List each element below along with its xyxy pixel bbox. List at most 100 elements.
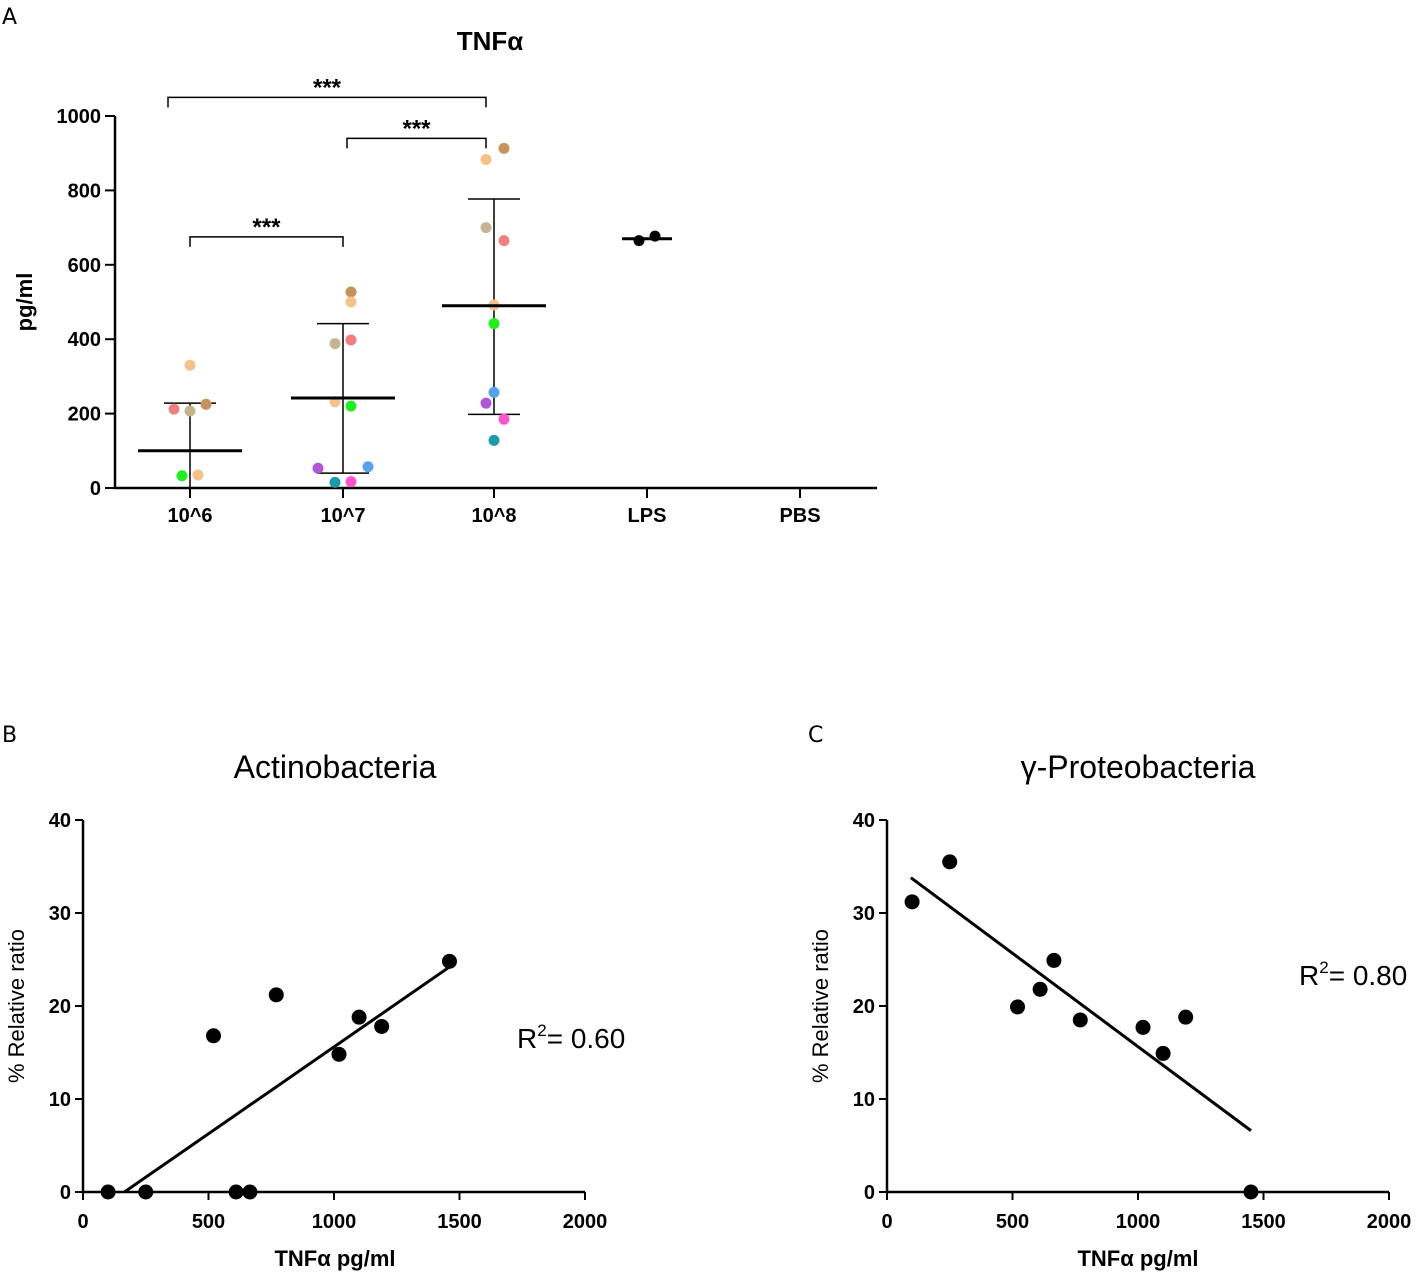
- chart-a-point: [168, 403, 180, 415]
- chart-a-point: [362, 461, 374, 473]
- chart-a-point: [488, 318, 500, 330]
- chart-a-point: [192, 469, 204, 481]
- chart-a-point: [184, 405, 196, 417]
- chart-a-significance-label: ***: [402, 115, 431, 142]
- chart-a-marks: [138, 142, 672, 489]
- chart-b-x-tick-label: 500: [192, 1211, 225, 1233]
- chart-a-y-tick-label: 200: [68, 404, 101, 426]
- chart-b-fit-line: [123, 965, 451, 1194]
- chart-c-point: [1010, 999, 1026, 1015]
- chart-c-x-tick-label: 2000: [1367, 1211, 1412, 1233]
- chart-a-y-tick-label: 0: [90, 478, 101, 500]
- chart-b-r2-value: = 0.60: [547, 1023, 626, 1054]
- chart-a-x-tick-label: LPS: [628, 505, 667, 527]
- chart-c-point: [904, 894, 920, 910]
- chart-b-point: [242, 1184, 258, 1200]
- chart-a-point: [480, 154, 492, 166]
- chart-b-point: [441, 953, 457, 969]
- chart-a-y-label: pg/ml: [12, 273, 37, 332]
- chart-c-r2-label: R: [1299, 960, 1319, 991]
- chart-c-axes: 0 10 20 30 40 0 500 1000 1500 2000: [853, 810, 1412, 1233]
- chart-a-point: [329, 476, 341, 488]
- chart-b-marks: [100, 953, 457, 1200]
- panel-letter-a: A: [2, 5, 17, 30]
- chart-c-point: [1155, 1045, 1171, 1061]
- chart-a-y-tick-label: 400: [68, 329, 101, 351]
- chart-b-point: [100, 1184, 116, 1200]
- chart-c-y-tick-label: 10: [853, 1089, 875, 1111]
- chart-a-title: TNFα: [457, 26, 524, 56]
- chart-c-point: [1072, 1012, 1088, 1028]
- chart-c-title: γ-Proteobacteria: [1021, 749, 1256, 785]
- chart-a-point: [184, 359, 196, 371]
- chart-c-y-tick-label: 0: [864, 1182, 875, 1204]
- chart-b-r2: R2= 0.60: [517, 1021, 625, 1054]
- chart-a-y-tick-label: 1000: [57, 106, 102, 128]
- chart-c-x-tick-label: 0: [881, 1211, 892, 1233]
- chart-a-point: [345, 286, 357, 298]
- chart-a-x-tick-label: 10^8: [471, 505, 516, 527]
- chart-a-significance-bracket: [167, 96, 487, 108]
- chart-a-point: [488, 434, 500, 446]
- chart-c-scatter: γ-Proteobacteria TNFα pg/ml % Relative r…: [808, 749, 1411, 1271]
- chart-c-y-tick-label: 40: [853, 810, 875, 832]
- chart-a-point: [312, 462, 324, 474]
- chart-b-r2-sup: 2: [537, 1021, 546, 1040]
- chart-c-r2-value: = 0.80: [1329, 960, 1408, 991]
- chart-b-title: Actinobacteria: [234, 749, 437, 785]
- chart-b-point: [206, 1028, 222, 1044]
- chart-c-y-tick-label: 30: [853, 903, 875, 925]
- chart-b-y-tick-label: 40: [49, 810, 71, 832]
- chart-a-dotplot: TNFα pg/ml 0 200 400 600 800 1000 10^6 10^7 10^8…: [12, 26, 877, 527]
- chart-a-significance: *** *** ***: [167, 74, 487, 247]
- chart-b-point: [268, 987, 284, 1003]
- panel-letter-c: C: [808, 723, 823, 748]
- chart-c-y-label: % Relative ratio: [808, 929, 833, 1083]
- chart-c-marks: [904, 854, 1259, 1200]
- chart-a-point: [329, 338, 341, 350]
- chart-b-point: [138, 1184, 154, 1200]
- chart-c-point: [1135, 1019, 1151, 1035]
- chart-b-x-label: TNFα pg/ml: [274, 1246, 395, 1271]
- chart-b-y-tick-label: 0: [60, 1182, 71, 1204]
- chart-a-point: [345, 476, 357, 488]
- chart-b-y-tick-label: 20: [49, 996, 71, 1018]
- chart-b-x-tick-label: 1500: [437, 1211, 482, 1233]
- chart-b-axes: 0 10 20 30 40 0 500 1000 1500 2000: [49, 810, 608, 1233]
- chart-c-fit-line: [909, 876, 1252, 1132]
- chart-a-x-tick-label: PBS: [779, 505, 820, 527]
- chart-b-scatter: Actinobacteria TNFα pg/ml % Relative rat…: [4, 749, 625, 1271]
- chart-c-point: [1178, 1009, 1194, 1025]
- chart-a-point: [480, 222, 492, 234]
- chart-c-x-tick-label: 1500: [1241, 1211, 1286, 1233]
- chart-b-point: [331, 1046, 347, 1062]
- chart-a-point: [633, 235, 645, 247]
- chart-a-point: [498, 235, 510, 247]
- chart-a-point: [345, 400, 357, 412]
- chart-b-y-tick-label: 10: [49, 1089, 71, 1111]
- chart-a-y-tick-label: 600: [68, 255, 101, 277]
- panel-letter-b: B: [2, 723, 17, 748]
- chart-c-x-tick-label: 500: [996, 1211, 1029, 1233]
- chart-c-point: [1032, 981, 1048, 997]
- chart-c-point: [1046, 952, 1062, 968]
- chart-c-x-tick-label: 1000: [1116, 1211, 1161, 1233]
- chart-c-r2: R2= 0.80: [1299, 958, 1407, 991]
- chart-a-point: [345, 296, 357, 308]
- chart-a-point: [498, 142, 510, 154]
- chart-a-x-tick-label: 10^6: [167, 505, 212, 527]
- chart-b-point: [351, 1009, 367, 1025]
- chart-a-point: [498, 413, 510, 425]
- chart-c-r2-sup: 2: [1319, 958, 1328, 977]
- chart-b-y-label: % Relative ratio: [4, 929, 29, 1083]
- chart-c-point: [1243, 1184, 1259, 1200]
- chart-a-significance-label: ***: [252, 214, 281, 241]
- chart-a-significance-bracket: [189, 236, 344, 247]
- chart-a-point: [176, 470, 188, 482]
- chart-b-x-tick-label: 2000: [563, 1211, 608, 1233]
- chart-c-x-label: TNFα pg/ml: [1077, 1246, 1198, 1271]
- chart-a-point: [488, 386, 500, 398]
- chart-a-y-tick-label: 800: [68, 180, 101, 202]
- chart-b-x-tick-label: 1000: [312, 1211, 357, 1233]
